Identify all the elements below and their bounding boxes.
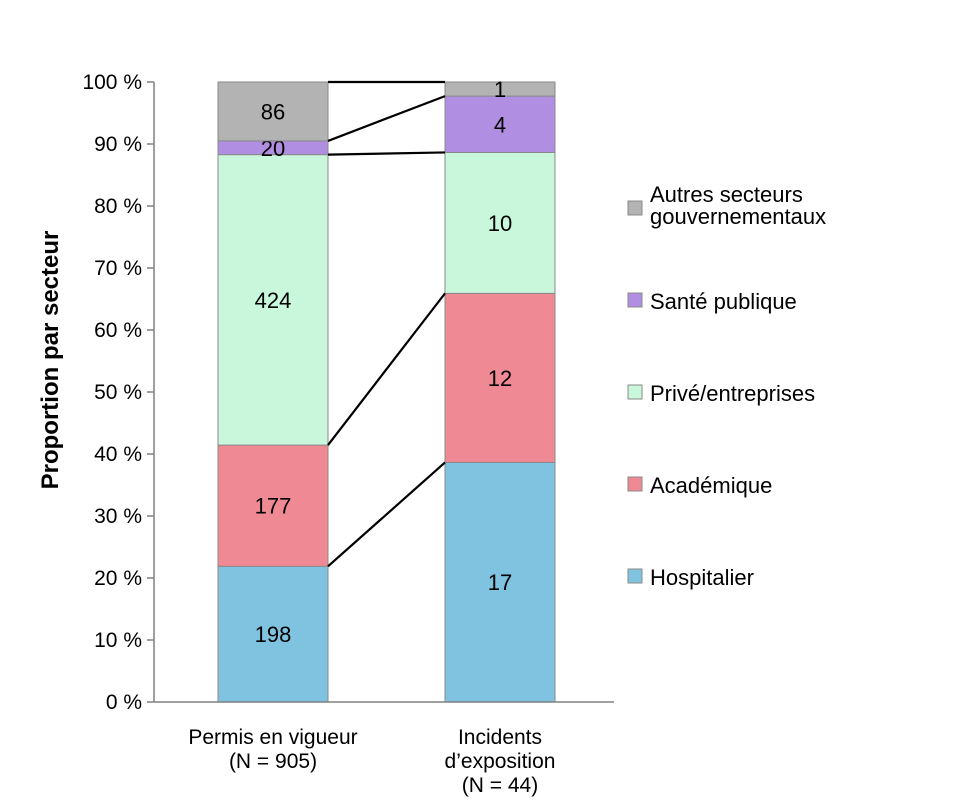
legend-swatch — [627, 384, 643, 400]
bar-value-label: 4 — [494, 112, 506, 137]
bar-value-label: 198 — [255, 622, 292, 647]
y-tick-label: 90 % — [94, 133, 142, 156]
y-axis-label: Proportion par secteur — [37, 231, 64, 490]
bar-segment-1-1 — [444, 292, 556, 463]
legend-label: Autres secteurs gouvernementaux — [650, 182, 826, 229]
y-tick-label: 10 % — [94, 629, 142, 652]
legend-swatch — [627, 568, 643, 584]
legend-label: Santé publique — [650, 289, 797, 314]
legend: Autres secteurs gouvernementaux Santé publ… — [627, 182, 826, 590]
x-category-label: Permis en vigueur (N = 905) — [188, 726, 357, 773]
connector-line — [327, 461, 446, 568]
bar-value-label: 12 — [488, 366, 512, 391]
legend-label: Privé/entreprises — [650, 381, 815, 406]
legend-swatch — [627, 292, 643, 308]
y-tick-label: 40 % — [94, 443, 142, 466]
legend-swatch — [627, 200, 643, 216]
connector-line — [327, 151, 446, 156]
connector-line — [327, 292, 446, 446]
connector-lines — [327, 80, 446, 568]
y-tick-label: 80 % — [94, 195, 142, 218]
bar-segment-1-4 — [444, 81, 556, 97]
legend-swatch — [627, 476, 643, 492]
bar-value-label: 86 — [261, 99, 285, 124]
bar-segment-1-0 — [444, 461, 556, 703]
connector-line — [327, 95, 446, 142]
bar-value-label: 1 — [494, 77, 506, 102]
bar-segment-1-3 — [444, 95, 556, 153]
y-tick-label: 30 % — [94, 505, 142, 528]
y-tick-label: 0 % — [106, 691, 142, 714]
y-tick-label: 70 % — [94, 257, 142, 280]
x-category-label: Incidents d’exposition (N = 44) — [445, 726, 556, 797]
axes-group: 0 % 10 % 20 % 30 % 40 % 50 % 60 % 70 % 80 % 90 % 1… — [82, 71, 614, 797]
bar-value-label: 424 — [255, 288, 292, 313]
bar-segment-0-1 — [217, 444, 329, 567]
bar-value-label: 10 — [488, 211, 512, 236]
bar-value-label: 17 — [488, 570, 512, 595]
y-tick-label: 100 % — [82, 71, 142, 94]
bar-segment-1-2 — [444, 151, 556, 294]
legend-label: Hospitalier — [650, 565, 754, 590]
legend-label: Académique — [650, 473, 772, 498]
bar-segment-0-0 — [217, 565, 329, 703]
y-tick-label: 60 % — [94, 319, 142, 342]
bar-value-label: 177 — [255, 494, 292, 519]
y-tick-label: 50 % — [94, 381, 142, 404]
bar-segment-0-4 — [217, 81, 329, 142]
y-tick-label: 20 % — [94, 567, 142, 590]
